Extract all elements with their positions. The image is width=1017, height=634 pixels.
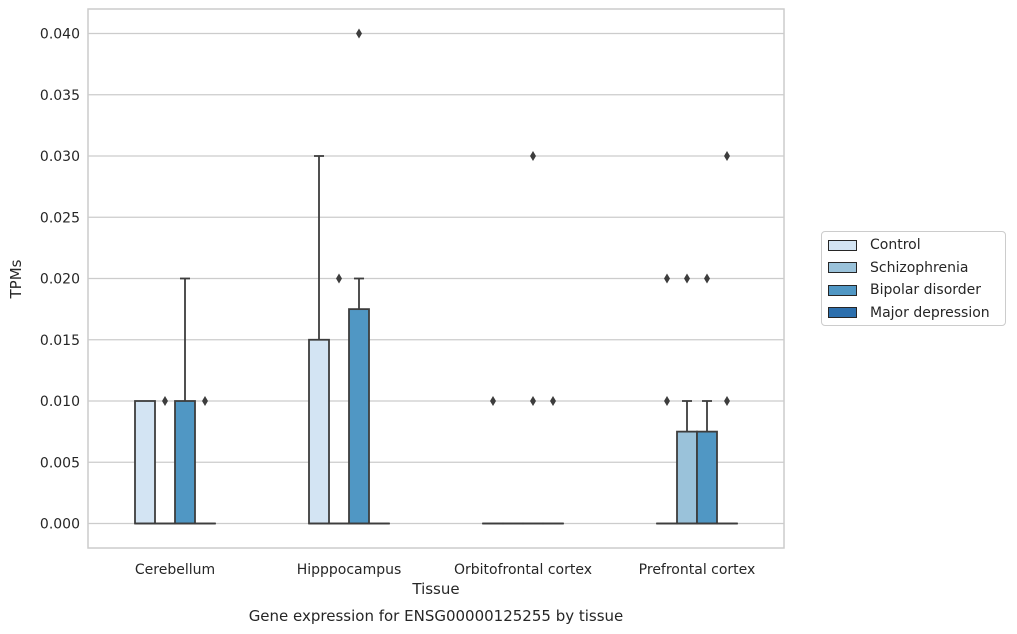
outlier-point bbox=[704, 273, 710, 284]
legend-label: Control bbox=[870, 237, 921, 253]
y-tick-label: 0.035 bbox=[40, 88, 80, 104]
outlier-point bbox=[530, 151, 536, 161]
box-group bbox=[154, 396, 176, 525]
outlier-point bbox=[530, 396, 536, 406]
x-axis-label: Tissue bbox=[411, 580, 459, 598]
legend-swatch bbox=[828, 239, 857, 251]
x-tick-label: Prefrontal cortex bbox=[639, 562, 756, 578]
box bbox=[696, 430, 718, 525]
x-tick-label: Hipppocampus bbox=[297, 562, 402, 578]
legend-item: Bipolar disorder bbox=[828, 281, 981, 299]
box-group bbox=[716, 151, 738, 525]
legend-item: Major depression bbox=[828, 304, 990, 322]
y-tick-label: 0.010 bbox=[40, 394, 80, 410]
outlier-point bbox=[336, 273, 342, 284]
legend-item: Schizophrenia bbox=[828, 259, 968, 277]
chart-title: Gene expression for ENSG00000125255 by t… bbox=[249, 607, 624, 625]
box bbox=[348, 308, 370, 525]
box-group bbox=[656, 273, 678, 525]
box-group bbox=[676, 273, 698, 525]
legend-label: Schizophrenia bbox=[870, 259, 969, 276]
x-tick-label: Orbitofrontal cortex bbox=[454, 562, 592, 578]
box-group bbox=[542, 396, 564, 525]
box-marks bbox=[134, 28, 738, 525]
legend-swatch bbox=[828, 262, 857, 273]
x-axis-ticks: Cerebellum Hipppocampus Orbitofrontal cort… bbox=[135, 562, 755, 578]
box-group bbox=[522, 151, 544, 525]
y-tick-label: 0.005 bbox=[40, 455, 80, 471]
box bbox=[174, 400, 196, 525]
box bbox=[308, 338, 330, 525]
box-group bbox=[134, 400, 156, 525]
y-axis-ticks: 0.000 0.005 0.010 0.015 0.020 0.025 0.030 0.035… bbox=[40, 27, 80, 533]
y-tick-label: 0.040 bbox=[40, 27, 80, 43]
outlier-point bbox=[664, 273, 670, 284]
outlier-point bbox=[550, 396, 556, 406]
outlier-point bbox=[202, 396, 208, 406]
outlier-point bbox=[664, 396, 670, 406]
plot-area-frame bbox=[87, 8, 785, 549]
x-tick-label: Cerebellum bbox=[135, 562, 215, 578]
box-group bbox=[696, 273, 718, 525]
legend: Control Schizophrenia Bipolar disorder Majo… bbox=[821, 231, 1006, 326]
box-group bbox=[308, 155, 330, 525]
y-tick-label: 0.030 bbox=[40, 149, 80, 165]
y-tick-label: 0.025 bbox=[40, 210, 80, 226]
y-axis-label: TPMs bbox=[7, 259, 25, 299]
outlier-point bbox=[356, 28, 362, 39]
box-group bbox=[482, 396, 504, 525]
legend-label: Bipolar disorder bbox=[870, 282, 982, 298]
box-group bbox=[194, 396, 216, 525]
legend-swatch bbox=[828, 284, 857, 296]
box-group bbox=[174, 277, 196, 525]
legend-label: Major depression bbox=[870, 304, 990, 321]
outlier-point bbox=[490, 396, 496, 406]
legend-swatch bbox=[828, 307, 857, 318]
y-tick-label: 0.015 bbox=[40, 333, 80, 349]
legend-item: Control bbox=[828, 236, 921, 254]
y-tick-label: 0.020 bbox=[40, 272, 80, 288]
outlier-point bbox=[162, 396, 168, 406]
box-group bbox=[328, 273, 350, 525]
box-group bbox=[348, 28, 370, 525]
outlier-point bbox=[684, 273, 690, 284]
outlier-point bbox=[724, 151, 730, 161]
box bbox=[134, 400, 156, 525]
box bbox=[676, 430, 698, 525]
y-tick-label: 0.000 bbox=[40, 517, 80, 533]
outlier-point bbox=[724, 396, 730, 406]
